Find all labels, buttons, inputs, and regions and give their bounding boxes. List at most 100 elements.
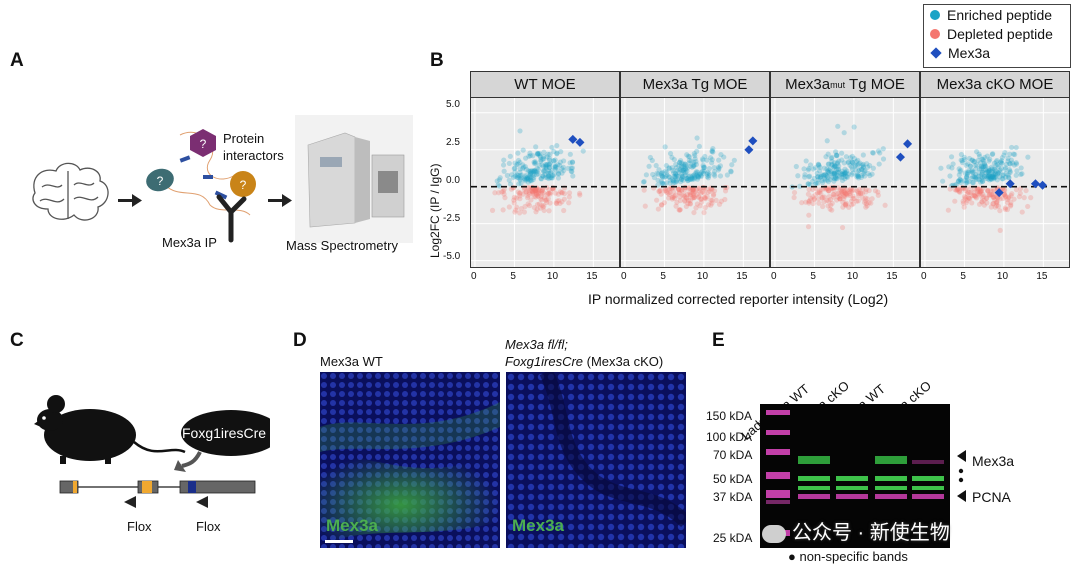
depleted-point — [500, 207, 506, 213]
enriched-point — [522, 174, 528, 180]
enriched-point — [955, 178, 961, 185]
enriched-point — [540, 168, 547, 174]
enriched-point — [986, 174, 992, 180]
enriched-point — [660, 169, 666, 176]
enriched-point — [549, 173, 555, 179]
enriched-point — [825, 168, 831, 174]
depleted-point — [520, 191, 526, 197]
depleted-point — [693, 187, 699, 193]
depleted-point — [702, 205, 708, 211]
depleted-point — [541, 195, 547, 201]
depleted-point — [1023, 187, 1029, 194]
enriched-point — [541, 149, 547, 155]
depleted-point — [842, 190, 848, 196]
enriched-point — [690, 173, 696, 179]
enriched-point — [673, 165, 680, 171]
depleted-point — [976, 201, 983, 207]
depleted-point — [708, 197, 714, 203]
enriched-point — [560, 164, 566, 170]
depleted-point — [557, 189, 564, 195]
depleted-point — [681, 187, 688, 193]
enriched-point — [839, 168, 845, 174]
depleted-point — [677, 194, 683, 200]
enriched-point — [523, 155, 529, 161]
depleted-point — [1000, 195, 1006, 201]
enriched-point — [706, 173, 712, 179]
mex3a-point — [903, 139, 913, 149]
depleted-point — [518, 205, 524, 212]
enriched-point — [543, 161, 549, 167]
depleted-point — [691, 194, 697, 200]
depleted-point — [517, 196, 523, 202]
depleted-point — [698, 196, 704, 202]
enriched-point — [852, 167, 859, 173]
depleted-point — [983, 195, 989, 201]
depleted-point — [967, 196, 973, 202]
enriched-point — [531, 172, 537, 178]
enriched-point — [519, 172, 525, 178]
enriched-point — [990, 173, 996, 180]
enriched-point — [974, 149, 980, 155]
depleted-point — [1016, 194, 1023, 200]
enriched-point — [983, 170, 989, 176]
enriched-point — [529, 172, 536, 178]
enriched-point — [504, 172, 510, 179]
enriched-point — [685, 173, 691, 179]
enriched-point — [859, 162, 866, 168]
depleted-point — [693, 205, 699, 211]
enriched-point — [712, 173, 718, 179]
depleted-point — [665, 190, 671, 196]
enriched-point — [658, 171, 665, 177]
enriched-point — [978, 177, 985, 183]
depleted-point — [843, 200, 850, 207]
depleted-point — [960, 198, 966, 204]
enriched-point — [546, 164, 553, 171]
kda-label: 150 kDA — [706, 409, 753, 423]
x-tick-label: 5 — [960, 271, 966, 282]
depleted-point — [679, 187, 685, 193]
depleted-point — [990, 194, 996, 201]
enriched-point — [1006, 166, 1012, 173]
enriched-point — [568, 165, 574, 171]
depleted-point — [988, 204, 994, 210]
enriched-point — [1013, 160, 1019, 166]
enriched-point — [527, 170, 534, 176]
enriched-point — [552, 166, 558, 172]
enriched-point — [711, 169, 718, 175]
depleted-point — [566, 200, 572, 206]
depleted-point — [513, 204, 520, 210]
depleted-point — [823, 186, 829, 192]
enriched-point — [967, 163, 974, 169]
depleted-point — [541, 190, 547, 196]
depleted-point — [697, 203, 703, 209]
depleted-point — [656, 188, 662, 194]
arrow-icon — [118, 194, 142, 207]
enriched-point — [801, 166, 807, 172]
depleted-point — [538, 196, 544, 202]
depleted-point — [851, 187, 857, 193]
protein-circle-icon — [230, 171, 256, 197]
enriched-point — [709, 148, 715, 155]
depleted-point — [844, 190, 850, 196]
nonspecific-label: ● non-specific bands — [788, 549, 908, 564]
peptide-points — [489, 128, 586, 216]
depleted-point — [658, 202, 665, 208]
enriched-point — [988, 174, 994, 180]
enriched-point — [514, 172, 520, 178]
enriched-point — [835, 166, 841, 172]
watermark: 公众号 · 新使生物 — [762, 516, 950, 545]
enriched-point — [839, 157, 845, 163]
enriched-point — [710, 146, 716, 152]
depleted-point — [806, 200, 812, 206]
depleted-point — [816, 189, 823, 196]
depleted-point — [977, 189, 983, 195]
peptide-points — [938, 144, 1034, 233]
enriched-point — [522, 178, 528, 184]
enriched-point — [667, 180, 673, 186]
kda-label: 25 kDA — [713, 531, 753, 545]
depleted-point — [672, 195, 678, 201]
enriched-point — [843, 154, 849, 160]
depleted-point — [489, 207, 496, 213]
enriched-point — [795, 173, 801, 179]
depleted-point — [963, 200, 969, 206]
